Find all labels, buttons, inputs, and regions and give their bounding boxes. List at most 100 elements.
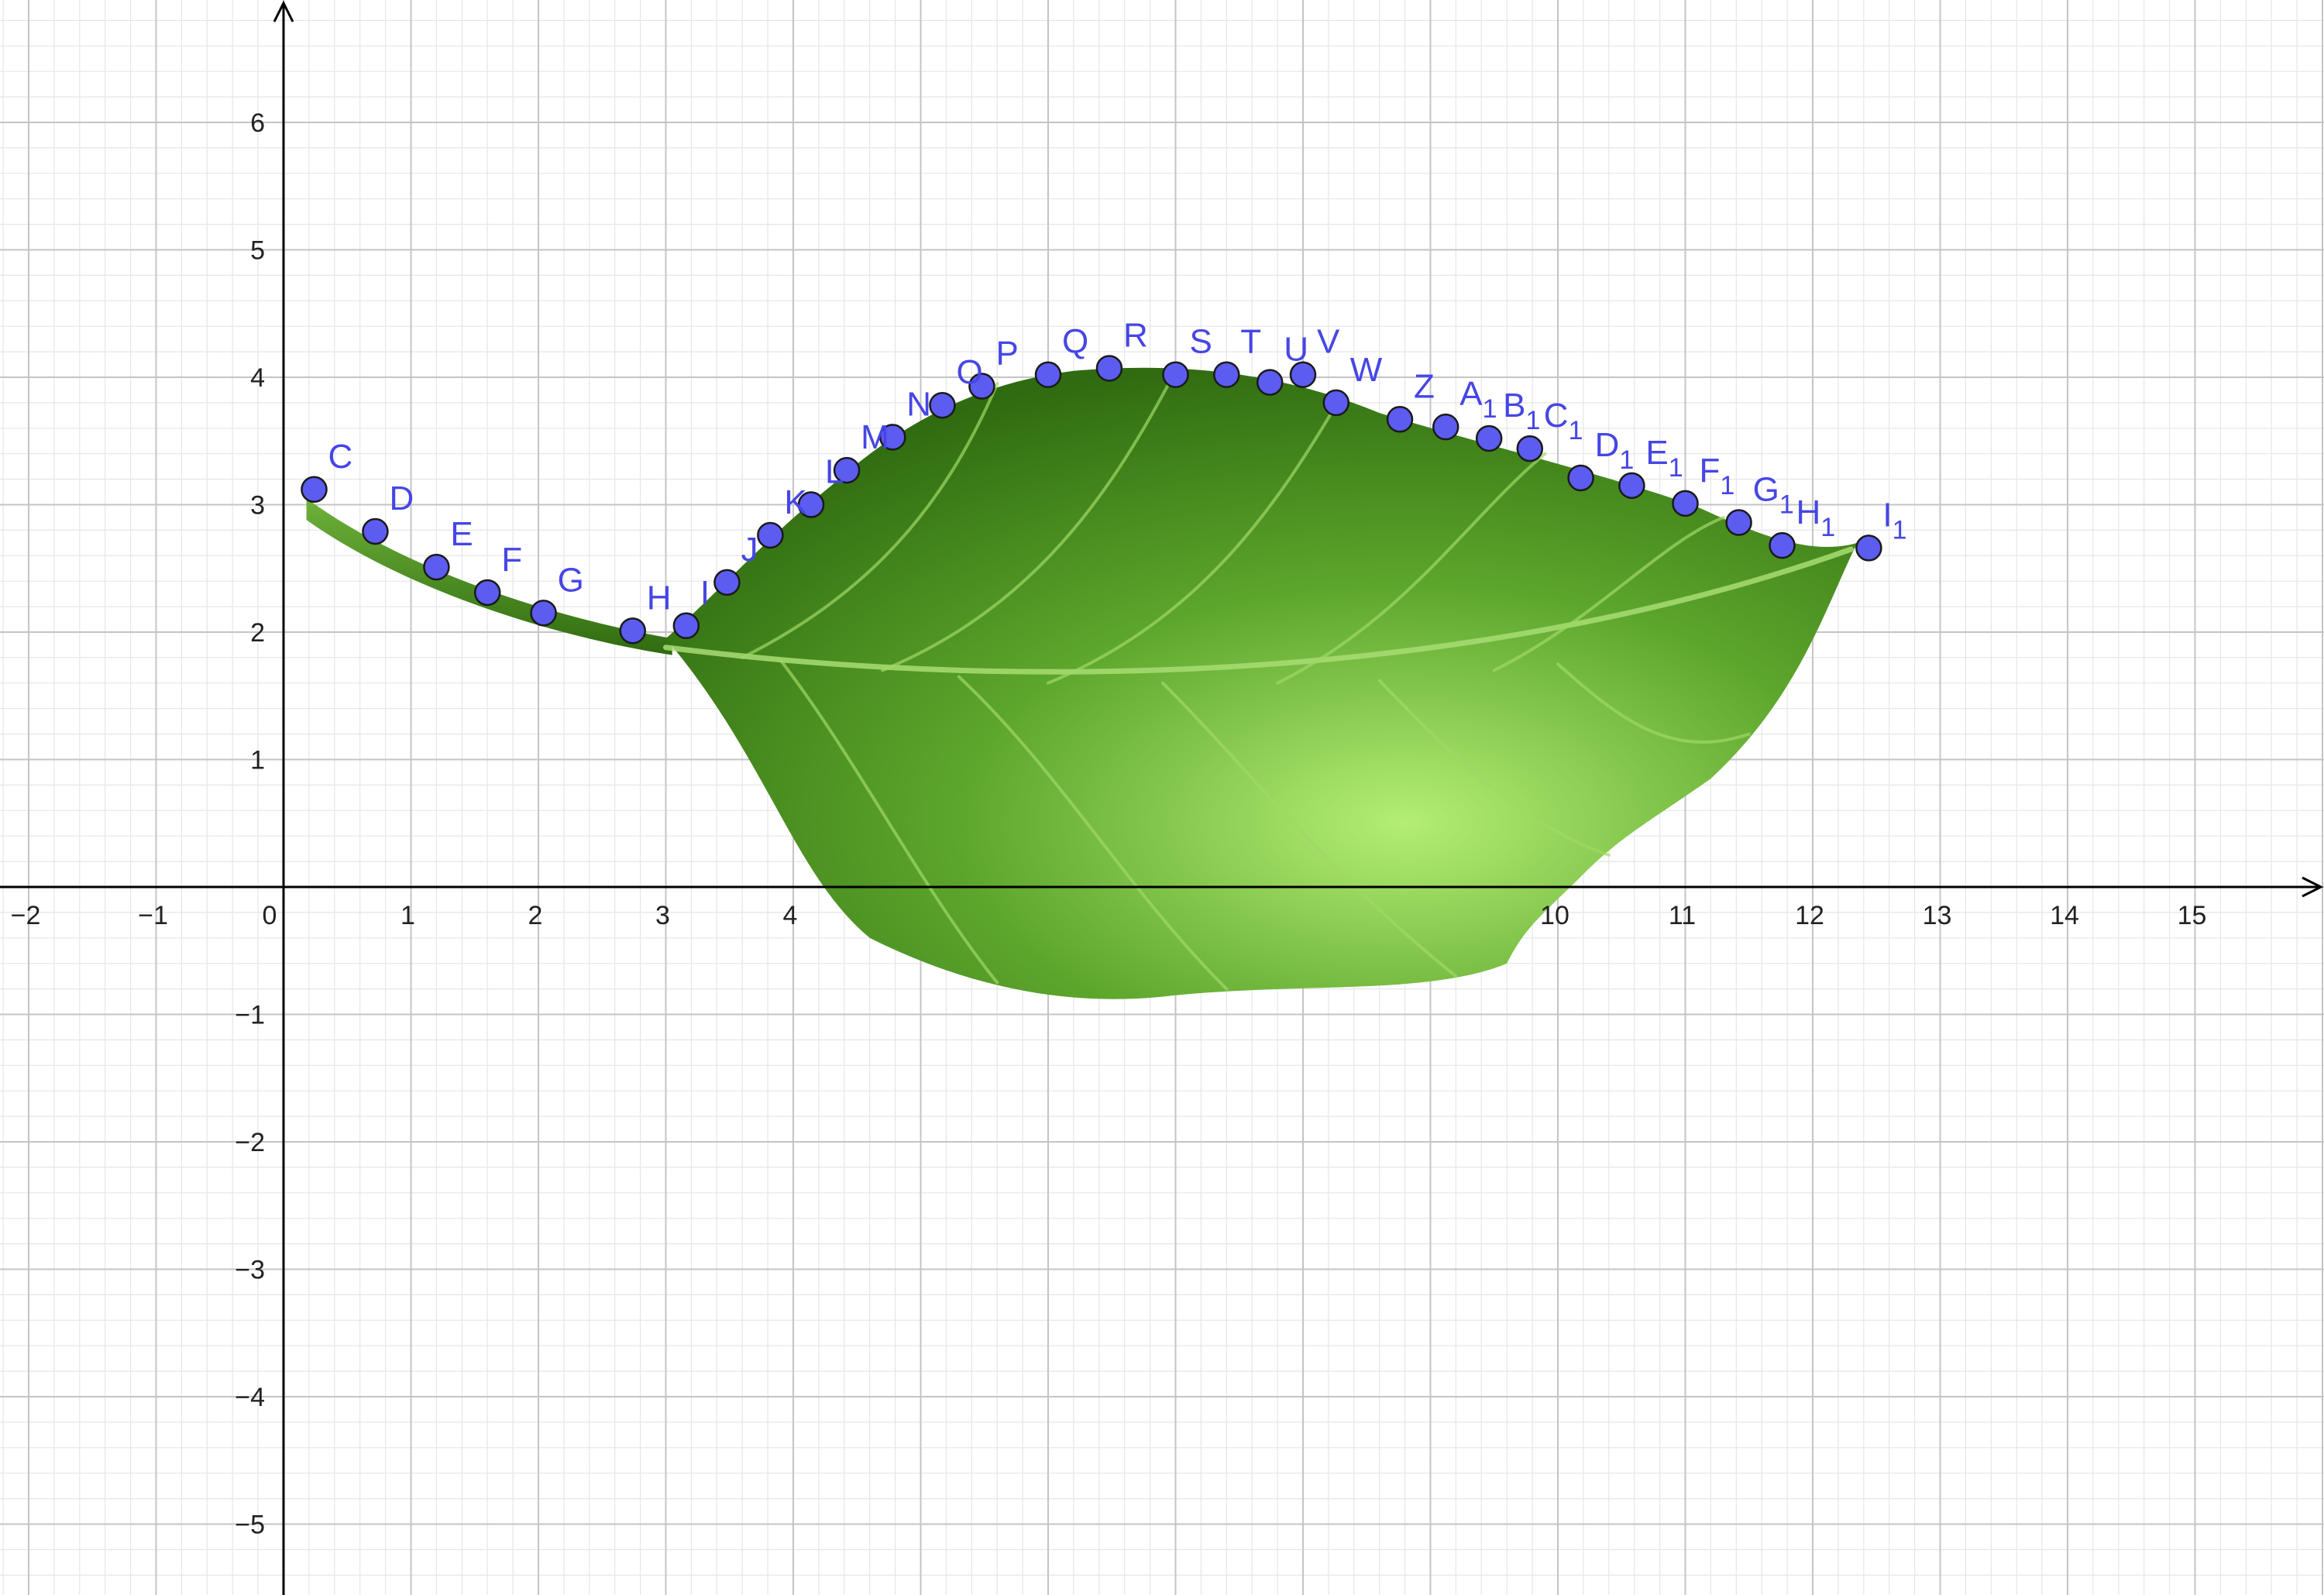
y-axis-arrow xyxy=(273,0,294,22)
data-point xyxy=(879,424,906,451)
point-label: V xyxy=(1317,323,1340,361)
point-label: M xyxy=(861,418,889,456)
point-label: W xyxy=(1350,351,1383,389)
point-label: C xyxy=(328,438,352,476)
point-label: Z xyxy=(1414,367,1435,405)
data-point xyxy=(797,491,825,518)
point-label: H xyxy=(647,579,672,617)
data-point xyxy=(1475,425,1503,452)
data-point xyxy=(1432,413,1459,441)
leaf-vein xyxy=(779,658,999,985)
point-label: P xyxy=(995,335,1018,373)
y-tick-labels: −5 −4 −3 −2 −1 1 2 3 4 5 6 xyxy=(235,108,265,1540)
y-tick-label: 4 xyxy=(250,363,265,393)
y-tick-label: −2 xyxy=(235,1128,265,1157)
data-point xyxy=(473,579,501,607)
data-point xyxy=(1034,361,1062,388)
point-label: N xyxy=(906,385,931,423)
data-point xyxy=(713,569,741,596)
leaf-vein xyxy=(1276,452,1547,685)
data-point xyxy=(1725,509,1752,536)
x-tick-label: −2 xyxy=(11,901,41,930)
y-tick-label: −1 xyxy=(235,1001,265,1030)
point-label: K xyxy=(784,483,806,521)
leaf-vein xyxy=(1047,394,1343,685)
leaf-midrib xyxy=(663,546,1854,675)
point-label: R xyxy=(1123,316,1148,354)
data-point xyxy=(1322,389,1350,417)
x-tick-label: 14 xyxy=(2050,901,2079,930)
data-points xyxy=(301,355,1882,645)
x-tick-label: 13 xyxy=(1923,901,1952,930)
x-tick-label: 4 xyxy=(783,901,798,930)
data-point xyxy=(757,521,784,549)
x-tick-label: 0 xyxy=(263,901,277,930)
point-label: D xyxy=(389,480,414,517)
data-point xyxy=(1769,531,1796,559)
y-tick-label: 5 xyxy=(250,236,265,266)
data-point xyxy=(362,517,389,545)
data-point xyxy=(1386,406,1414,433)
point-label: H1 xyxy=(1796,493,1836,542)
data-point xyxy=(1672,490,1699,517)
data-point xyxy=(1095,355,1123,382)
leaf-vein xyxy=(957,675,1229,991)
data-point xyxy=(1213,361,1240,388)
y-tick-label: 3 xyxy=(250,491,265,521)
point-label: J xyxy=(741,531,758,569)
leaf-vein xyxy=(881,369,1177,672)
leaf-blade xyxy=(665,367,1858,999)
data-point xyxy=(1162,361,1189,388)
x-tick-label: 2 xyxy=(528,901,543,930)
leaf-vein xyxy=(741,382,999,659)
point-label: L xyxy=(825,453,844,491)
x-tick-label: 3 xyxy=(655,901,670,930)
y-tick-label: 2 xyxy=(250,618,265,648)
data-point xyxy=(1256,369,1284,396)
data-point xyxy=(301,476,328,504)
leaf-vein xyxy=(1556,662,1751,744)
leaf-vein xyxy=(1377,679,1611,857)
data-point xyxy=(1567,464,1594,492)
x-tick-label: 1 xyxy=(401,901,415,930)
point-label: O xyxy=(956,353,982,391)
data-point xyxy=(1855,535,1882,562)
point-label: G xyxy=(558,561,584,599)
x-tick-label: 10 xyxy=(1540,901,1569,930)
point-label: G1 xyxy=(1753,471,1794,520)
point-label: F1 xyxy=(1700,452,1735,500)
point-label: D1 xyxy=(1595,426,1635,475)
point-label: E xyxy=(450,515,473,553)
point-label: E1 xyxy=(1645,434,1683,483)
data-point xyxy=(929,391,956,419)
point-label: I1 xyxy=(1882,496,1906,545)
x-tick-label: 11 xyxy=(1669,901,1696,930)
point-label: U xyxy=(1284,331,1308,369)
leaf-vein xyxy=(1161,681,1458,978)
data-point xyxy=(1289,361,1317,388)
y-tick-label: −5 xyxy=(235,1511,265,1540)
x-tick-label: −1 xyxy=(138,901,168,930)
data-point xyxy=(1618,472,1645,500)
data-point xyxy=(1516,435,1544,462)
data-point xyxy=(619,617,646,645)
x-tick-labels: −2 −1 0 1 2 3 4 10 11 12 13 14 15 xyxy=(11,901,2207,930)
data-point xyxy=(833,456,861,484)
point-label: S xyxy=(1190,323,1212,361)
point-label: T xyxy=(1240,323,1261,361)
leaf-vein xyxy=(1492,516,1725,672)
y-tick-label: −4 xyxy=(235,1383,265,1412)
y-tick-label: 1 xyxy=(250,746,265,775)
point-label: C1 xyxy=(1544,397,1583,445)
y-tick-label: 6 xyxy=(250,108,265,138)
data-point xyxy=(672,612,700,640)
point-label: A1 xyxy=(1459,375,1497,424)
data-point xyxy=(968,373,995,400)
data-point xyxy=(530,600,557,627)
y-tick-label: −3 xyxy=(235,1256,265,1285)
point-label: I xyxy=(700,574,710,612)
point-label: Q xyxy=(1062,323,1088,361)
